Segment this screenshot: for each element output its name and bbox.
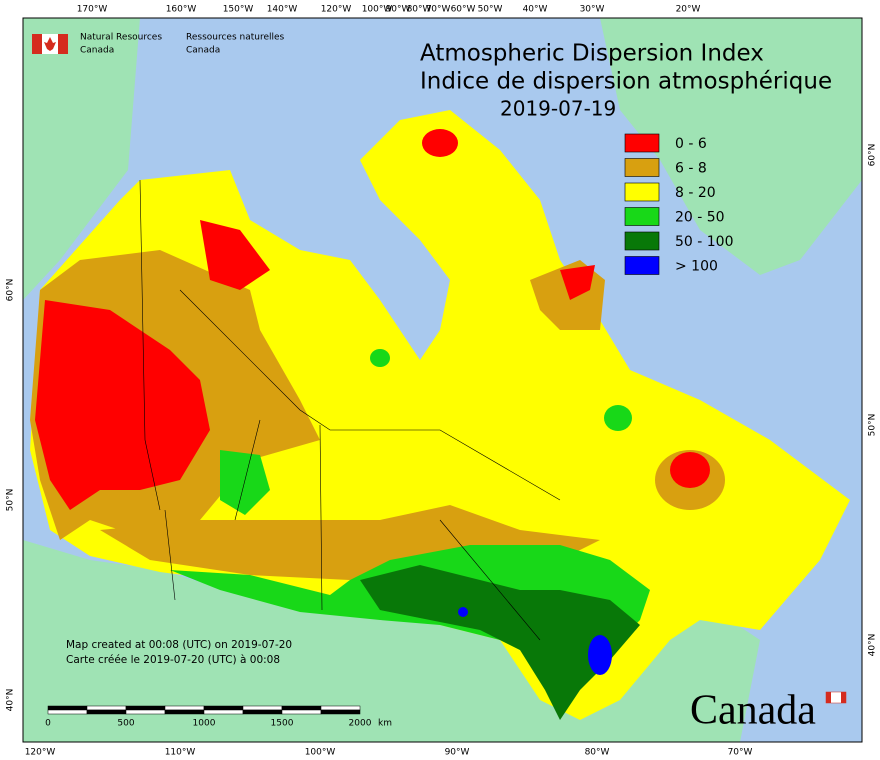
alaska	[23, 18, 140, 300]
legend-swatch	[624, 207, 660, 226]
agency-en: Natural Resources	[80, 33, 162, 43]
bottom-longitude: 80°W	[585, 748, 610, 758]
legend-swatch	[624, 256, 660, 275]
zone-20-50-south	[170, 545, 650, 700]
legend: 0 - 6 6 - 8 8 - 20 20 - 50 50 - 100 > 100	[624, 133, 734, 275]
top-longitude: 40°W	[523, 5, 548, 15]
scale-segment	[164, 709, 205, 715]
top-longitude: 160°W	[166, 5, 197, 15]
wordmark-text: Canada	[690, 688, 816, 734]
bottom-longitude: 70°W	[728, 748, 753, 758]
zone-0-6-baffin	[560, 265, 595, 300]
scale-tick-label: 0	[45, 719, 51, 729]
scale-segment	[203, 705, 244, 711]
scale-segment	[164, 705, 205, 711]
scale-segment	[281, 709, 322, 715]
scale-segment	[320, 709, 361, 715]
map-date: 2019-07-19	[500, 97, 616, 121]
bottom-longitude: 120°W	[25, 748, 56, 758]
agency-fr-2: Canada	[186, 46, 220, 56]
top-longitude: 120°W	[321, 5, 352, 15]
zone-20-50-quebec	[604, 405, 632, 431]
scale-segment	[86, 705, 127, 711]
top-longitude: 50°W	[478, 5, 503, 15]
agency-fr: Ressources naturelles	[186, 33, 285, 43]
province-borders	[139, 179, 561, 641]
left-latitude: 50°N	[6, 489, 16, 512]
scale-segment	[320, 705, 361, 711]
legend-swatch	[624, 231, 660, 251]
top-longitude: 170°W	[77, 5, 108, 15]
bottom-longitude: 110°W	[165, 748, 196, 758]
scale-segment	[47, 705, 88, 711]
zone-100-plus	[588, 635, 612, 675]
legend-swatch	[624, 158, 660, 177]
nrcan-logo: Natural Resources Canada Ressources natu…	[32, 33, 285, 56]
graticule-labels: 170°W 160°W 150°W 140°W 120°W 100°W90°W80°W70…	[6, 5, 878, 758]
bottom-longitude: 100°W	[305, 748, 336, 758]
top-longitude: 150°W	[223, 5, 254, 15]
scale-segment	[281, 705, 322, 711]
wordmark-flag-right	[841, 692, 846, 703]
flag-bar-left	[32, 34, 42, 54]
legend-label: 20 - 50	[675, 210, 725, 226]
scale-segment	[47, 709, 88, 715]
legend-label: 0 - 6	[675, 136, 707, 152]
zone-0-6-north	[200, 220, 270, 290]
canada-wordmark: Canada	[690, 688, 847, 734]
map-frame	[22, 17, 863, 743]
scale-tick-label: 500	[117, 719, 134, 729]
flag-bar-right	[58, 34, 68, 54]
left-latitude: 40°N	[6, 689, 16, 712]
bottom-longitude: 90°W	[445, 748, 470, 758]
legend-label: 50 - 100	[675, 234, 734, 250]
map-title: Atmospheric Dispersion Index	[420, 41, 764, 67]
scale-segment	[242, 709, 283, 715]
top-longitude: 140°W	[267, 5, 298, 15]
legend-swatch	[624, 133, 660, 153]
scale-segment	[125, 709, 166, 715]
top-longitude: 80°W	[407, 5, 432, 15]
right-latitude: 50°N	[868, 414, 878, 437]
zone-0-6-arctic	[422, 129, 458, 157]
top-longitude: 90°W	[386, 5, 411, 15]
note-fr: Carte créée le 2019-07-20 (UTC) à 00:08	[66, 654, 280, 666]
agency-en-2: Canada	[80, 46, 114, 56]
legend-swatch	[624, 182, 660, 202]
scale-segment	[242, 705, 283, 711]
zone-20-50-prairie	[220, 450, 270, 515]
zone-0-6-west	[35, 300, 210, 510]
wordmark-flag-left	[826, 692, 831, 703]
map-subtitle: Indice de dispersion atmosphérique	[420, 69, 832, 95]
left-latitude: 60°N	[6, 279, 16, 302]
legend-label: 8 - 20	[675, 185, 716, 201]
maple-leaf	[44, 37, 56, 51]
top-longitude: 70°W	[426, 5, 451, 15]
scale-bar: 0 500 1000 1500 2000 km	[45, 705, 392, 729]
legend-label: 6 - 8	[675, 161, 707, 177]
legend-label: > 100	[675, 259, 718, 275]
scale-segment	[86, 709, 127, 715]
top-longitude: 60°W	[451, 5, 476, 15]
map-area	[22, 17, 863, 743]
note-en: Map created at 00:08 (UTC) on 2019-07-20	[66, 639, 292, 651]
zone-100-plus-small	[458, 607, 468, 617]
top-longitude: 30°W	[580, 5, 605, 15]
scale-segment	[125, 705, 166, 711]
right-latitude: 40°N	[868, 634, 878, 657]
scale-tick-label: 1500	[271, 719, 294, 729]
zone-6-8-south	[100, 505, 600, 580]
scale-unit: km	[378, 719, 392, 729]
greenland	[600, 18, 862, 275]
top-longitude: 20°W	[676, 5, 701, 15]
zone-50-100	[360, 565, 640, 720]
scale-segment	[203, 709, 244, 715]
scale-tick-label: 1000	[193, 719, 216, 729]
right-latitude: 60°N	[868, 144, 878, 167]
scale-tick-label: 2000	[349, 719, 372, 729]
zone-0-6-quebec	[670, 452, 710, 488]
zone-20-50-nunavut	[370, 349, 390, 367]
top-longitude: 100°W	[362, 5, 393, 15]
